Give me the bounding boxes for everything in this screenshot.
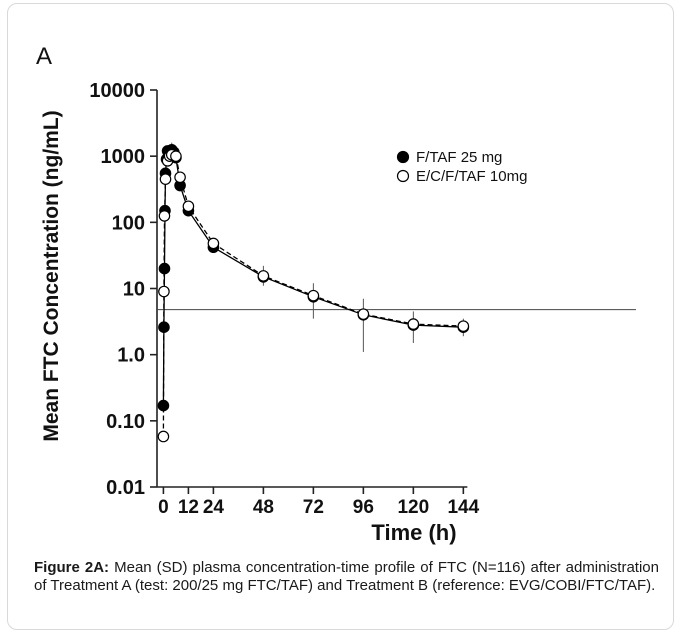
data-point-e-c-f-taf xyxy=(174,171,186,184)
data-point-e-c-f-taf xyxy=(457,320,470,332)
x-tick-label: 12 xyxy=(178,497,199,518)
data-point-f-taf xyxy=(157,399,170,412)
x-tick-label: 0 xyxy=(158,497,169,518)
x-tick-label: 144 xyxy=(447,497,479,518)
x-tick-label: 120 xyxy=(397,497,429,518)
x-tick-label: 48 xyxy=(253,497,274,518)
y-tick-label: 1000 xyxy=(101,146,146,168)
data-point-e-c-f-taf xyxy=(257,270,270,282)
chart-plot: A Mean FTC Concentration (ng/mL) Time (h… xyxy=(36,43,636,545)
y-axis-title: Mean FTC Concentration (ng/mL) xyxy=(40,110,63,441)
legend: F/TAF 25 mg E/C/F/TAF 10mg xyxy=(396,149,527,185)
legend-label-f-taf: F/TAF 25 mg xyxy=(416,149,502,166)
y-tick-label: 10000 xyxy=(89,80,145,102)
legend-marker-f-taf xyxy=(396,150,410,164)
legend-marker-e-c-f-taf xyxy=(396,169,410,183)
data-point-e-c-f-taf xyxy=(407,318,420,330)
y-tick-label: 0.01 xyxy=(106,477,145,499)
x-tick-label: 96 xyxy=(353,497,374,518)
panel-label: A xyxy=(36,43,52,70)
data-point-e-c-f-taf xyxy=(158,285,170,298)
y-tick-label: 100 xyxy=(112,212,145,234)
y-tick-label: 1.0 xyxy=(117,345,145,367)
series-line-e-c-f-taf xyxy=(162,154,464,437)
data-point-f-taf xyxy=(158,321,170,334)
series-line-f-taf xyxy=(162,148,464,406)
legend-label-e-c-f-taf: E/C/F/TAF 10mg xyxy=(416,168,527,185)
figure-caption: Figure 2A: Mean (SD) plasma concentratio… xyxy=(34,559,659,595)
caption-text: Mean (SD) plasma concentration-time prof… xyxy=(34,559,659,594)
data-point-f-taf xyxy=(158,262,171,275)
caption-label: Figure 2A: xyxy=(34,559,110,576)
data-point-e-c-f-taf xyxy=(159,173,172,185)
data-point-e-c-f-taf xyxy=(182,200,195,213)
y-tick-label: 10 xyxy=(123,279,145,301)
data-point-e-c-f-taf xyxy=(157,430,170,443)
data-point-e-c-f-taf xyxy=(170,150,182,162)
data-point-e-c-f-taf xyxy=(307,289,320,302)
figure-frame xyxy=(7,3,674,630)
data-point-e-c-f-taf xyxy=(158,210,171,222)
x-axis-title: Time (h) xyxy=(371,520,456,545)
y-tick-label: 0.10 xyxy=(106,411,145,433)
x-tick-label: 24 xyxy=(203,497,225,518)
x-tick-label: 72 xyxy=(303,497,324,518)
data-point-e-c-f-taf xyxy=(357,308,370,320)
data-point-e-c-f-taf xyxy=(207,237,220,250)
